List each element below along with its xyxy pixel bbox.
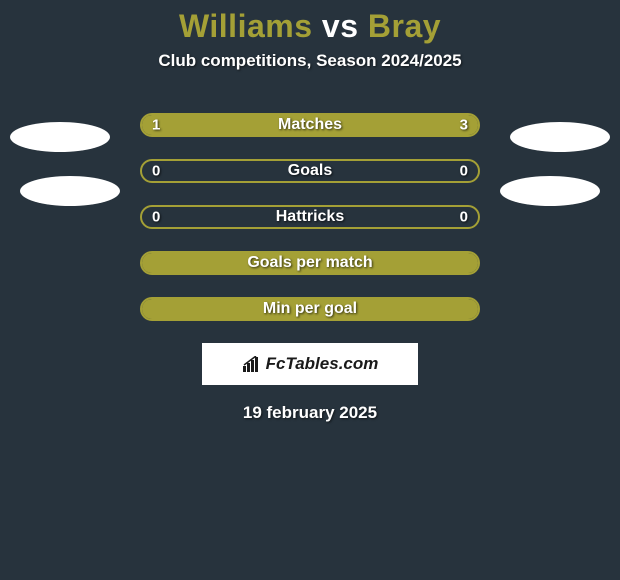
brand-text: FcTables.com	[242, 354, 379, 374]
stat-bar: Goals0 0	[140, 159, 480, 183]
stat-bar: Matches1 3	[140, 113, 480, 137]
vs-text: vs	[322, 8, 359, 44]
bar-label: Goals	[142, 162, 478, 180]
player2-name: Bray	[368, 8, 441, 44]
stat-bar: Min per goal	[140, 297, 480, 321]
bar-value-left: 0	[152, 163, 160, 180]
avatar-placeholder-left-1	[10, 122, 110, 152]
bar-label: Matches	[142, 116, 478, 134]
stat-bar: Hattricks0 0	[140, 205, 480, 229]
date-text: 19 february 2025	[0, 403, 620, 423]
avatar-placeholder-right-1	[510, 122, 610, 152]
bar-value-right: 3	[460, 117, 468, 134]
bar-value-right: 0	[460, 163, 468, 180]
stat-bar: Goals per match	[140, 251, 480, 275]
bar-value-right: 0	[460, 209, 468, 226]
player1-name: Williams	[179, 8, 313, 44]
avatar-placeholder-left-2	[20, 176, 120, 206]
brand-label: FcTables.com	[266, 354, 379, 374]
brand-box: FcTables.com	[202, 343, 418, 385]
bar-label: Goals per match	[142, 254, 478, 272]
avatar-placeholder-right-2	[500, 176, 600, 206]
bar-label: Hattricks	[142, 208, 478, 226]
subtitle: Club competitions, Season 2024/2025	[0, 51, 620, 71]
chart-icon	[242, 356, 262, 372]
bar-value-left: 0	[152, 209, 160, 226]
bar-value-left: 1	[152, 117, 160, 134]
bar-label: Min per goal	[142, 300, 478, 318]
page-title: Williams vs Bray	[0, 0, 620, 45]
